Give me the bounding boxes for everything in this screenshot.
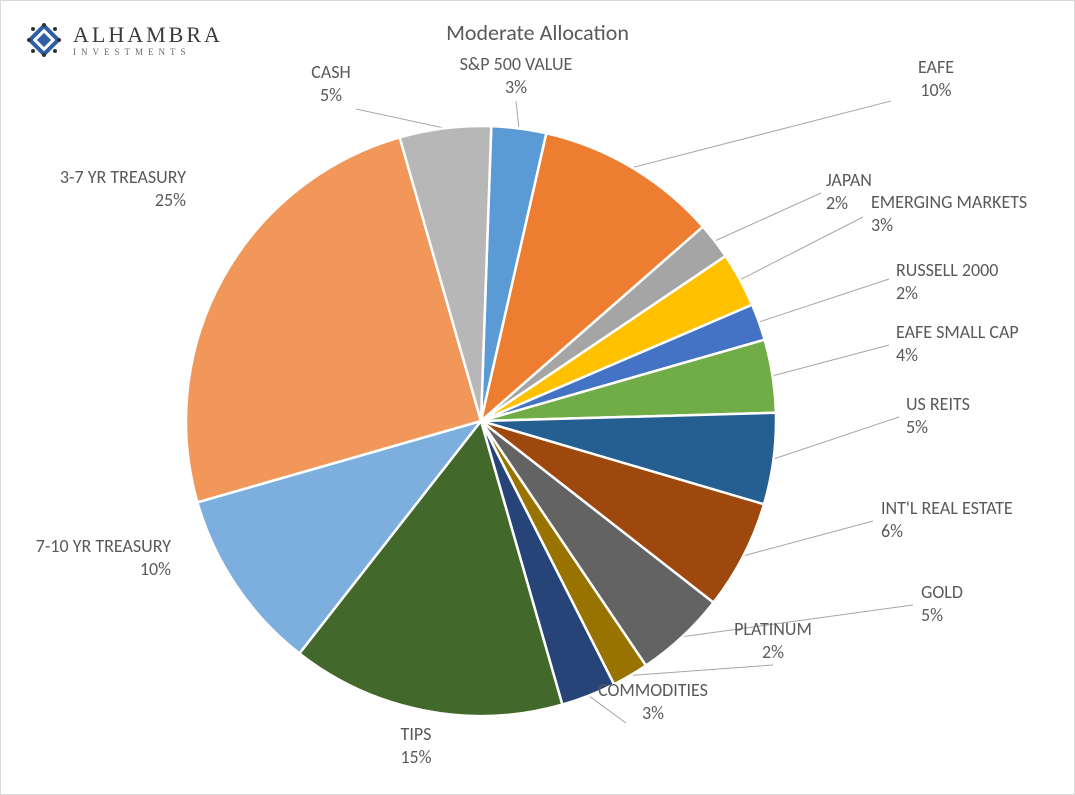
slice-label: EAFE SMALL CAP4% <box>896 321 1019 366</box>
slice-label-pct: 2% <box>734 641 812 664</box>
slice-label-pct: 6% <box>881 520 1013 543</box>
slice-label-pct: 10% <box>918 79 954 102</box>
leader-line <box>759 279 889 322</box>
slice-label-pct: 3% <box>871 214 1027 237</box>
slice-label-pct: 25% <box>60 189 186 212</box>
slice-label-pct: 3% <box>460 76 573 99</box>
slice-label: 7-10 YR TREASURY10% <box>36 535 171 580</box>
slice-label-name: GOLD <box>921 581 963 604</box>
slice-label: US REITS5% <box>906 393 970 438</box>
slice-label: EAFE10% <box>918 56 954 101</box>
slice-label-name: S&P 500 VALUE <box>460 53 573 76</box>
leader-line <box>356 109 445 128</box>
slice-label-name: CASH <box>311 61 351 84</box>
slice-label-pct: 15% <box>400 746 431 769</box>
slice-label-pct: 5% <box>921 604 963 627</box>
slice-label-name: RUSSELL 2000 <box>896 259 998 282</box>
leader-line <box>630 665 773 675</box>
slice-label-name: PLATINUM <box>734 618 812 641</box>
slice-label: PLATINUM2% <box>734 618 812 663</box>
chart-container: ALHAMBRA INVESTMENTS Moderate Allocation… <box>0 0 1075 795</box>
slice-label: S&P 500 VALUE3% <box>460 53 573 98</box>
leader-line <box>516 101 519 128</box>
slice-label-pct: 2% <box>896 282 998 305</box>
slice-label-pct: 4% <box>896 344 1019 367</box>
slice-label: INT'L REAL ESTATE6% <box>881 497 1013 542</box>
slice-label-name: INT'L REAL ESTATE <box>881 497 1013 520</box>
slice-label-name: US REITS <box>906 393 970 416</box>
slice-label: CASH5% <box>311 61 351 106</box>
slice-label: EMERGING MARKETS3% <box>871 191 1027 236</box>
leader-line <box>740 217 863 280</box>
slice-label-pct: 5% <box>906 416 970 439</box>
slice-label: COMMODITIES3% <box>598 679 708 724</box>
slice-label: RUSSELL 20002% <box>896 259 998 304</box>
leader-line <box>715 193 821 241</box>
slice-label: GOLD5% <box>921 581 963 626</box>
leader-line <box>773 345 889 376</box>
slice-label-name: TIPS <box>400 723 431 746</box>
slice-label-pct: 3% <box>598 702 708 725</box>
slice-label-pct: 5% <box>311 84 351 107</box>
leader-line <box>632 101 891 168</box>
slice-label-name: EAFE <box>918 56 954 79</box>
slice-label-pct: 2% <box>826 192 872 215</box>
slice-label-name: COMMODITIES <box>598 679 708 702</box>
leader-line <box>743 521 873 556</box>
slice-label-name: EMERGING MARKETS <box>871 191 1027 214</box>
slice-label-name: 3-7 YR TREASURY <box>60 166 186 189</box>
slice-label: JAPAN2% <box>826 169 872 214</box>
slice-label-pct: 10% <box>36 558 171 581</box>
slice-label-name: 7-10 YR TREASURY <box>36 535 171 558</box>
leader-line <box>774 417 899 459</box>
slice-label-name: EAFE SMALL CAP <box>896 321 1019 344</box>
slice-label: 3-7 YR TREASURY25% <box>60 166 186 211</box>
slice-label: TIPS15% <box>400 723 431 768</box>
slice-label-name: JAPAN <box>826 169 872 192</box>
